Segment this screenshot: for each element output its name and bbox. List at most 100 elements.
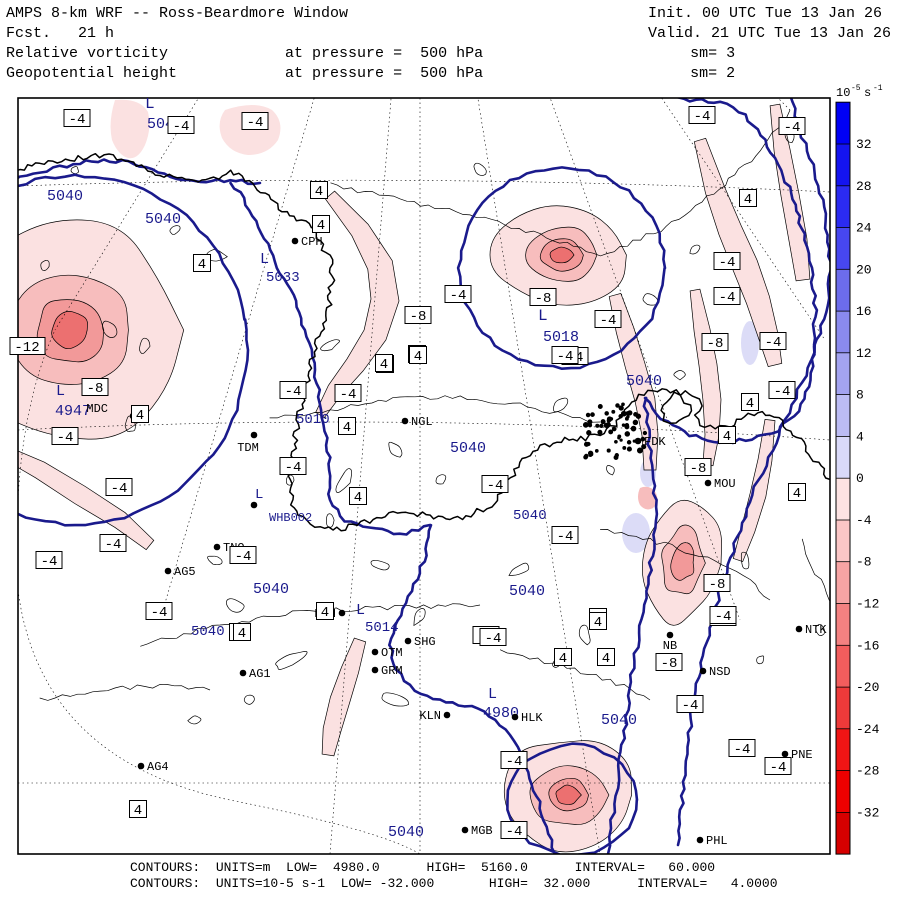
svg-text:5014: 5014 xyxy=(365,620,399,636)
svg-text:-4: -4 xyxy=(41,554,58,570)
svg-text:32: 32 xyxy=(856,137,872,152)
svg-text:4: 4 xyxy=(793,486,801,502)
svg-text:5040: 5040 xyxy=(145,211,181,228)
svg-text:-4: -4 xyxy=(682,698,699,714)
svg-text:-4: -4 xyxy=(557,529,574,545)
svg-text:5040: 5040 xyxy=(253,581,289,598)
svg-text:4: 4 xyxy=(744,192,752,208)
svg-text:NSD: NSD xyxy=(709,665,731,679)
svg-text:MGB: MGB xyxy=(471,824,493,838)
svg-text:L: L xyxy=(356,602,365,619)
svg-text:5018: 5018 xyxy=(543,329,579,346)
svg-text:-20: -20 xyxy=(856,680,879,695)
svg-text:-4: -4 xyxy=(450,288,467,304)
svg-text:WHB002: WHB002 xyxy=(269,511,312,525)
svg-text:-12: -12 xyxy=(856,597,879,612)
svg-text:-4: -4 xyxy=(765,335,782,351)
svg-text:4: 4 xyxy=(354,490,362,506)
svg-text:24: 24 xyxy=(856,221,872,236)
svg-text:-4: -4 xyxy=(557,349,574,365)
svg-text:-4: -4 xyxy=(715,609,732,625)
svg-text:L: L xyxy=(538,307,548,325)
svg-text:4: 4 xyxy=(321,605,329,621)
svg-text:4: 4 xyxy=(414,349,422,365)
svg-text:-4: -4 xyxy=(340,387,357,403)
svg-text:4: 4 xyxy=(238,626,246,642)
svg-text:4: 4 xyxy=(343,420,351,436)
svg-text:5010: 5010 xyxy=(296,412,330,428)
svg-text:-4: -4 xyxy=(247,115,264,131)
svg-text:5040: 5040 xyxy=(388,824,424,841)
svg-text:NGL: NGL xyxy=(411,415,433,429)
svg-text:-8: -8 xyxy=(87,381,104,397)
svg-text:HLK: HLK xyxy=(521,711,543,725)
svg-text:SHG: SHG xyxy=(414,635,436,649)
svg-text:-4: -4 xyxy=(506,824,523,840)
svg-text:4: 4 xyxy=(594,615,602,631)
svg-text:-4: -4 xyxy=(173,119,190,135)
svg-text:-8: -8 xyxy=(709,577,726,593)
svg-text:-4: -4 xyxy=(774,384,791,400)
svg-text:-5: -5 xyxy=(851,84,861,93)
svg-text:-4: -4 xyxy=(285,384,302,400)
svg-text:4: 4 xyxy=(602,651,610,667)
svg-text:4: 4 xyxy=(317,218,325,234)
svg-text:-4: -4 xyxy=(770,760,787,776)
svg-text:MOU: MOU xyxy=(714,477,736,491)
svg-text:AG4: AG4 xyxy=(147,760,169,774)
svg-text:4: 4 xyxy=(380,357,388,373)
svg-text:AG1: AG1 xyxy=(249,667,271,681)
svg-text:-4: -4 xyxy=(734,742,751,758)
svg-text:8: 8 xyxy=(856,388,864,403)
svg-text:-8: -8 xyxy=(707,336,724,352)
svg-text:5040: 5040 xyxy=(509,583,545,600)
svg-text:-32: -32 xyxy=(856,805,879,820)
svg-text:MDC: MDC xyxy=(86,402,108,416)
svg-text:-24: -24 xyxy=(856,722,880,737)
svg-text:TDM: TDM xyxy=(237,441,259,455)
svg-text:5040: 5040 xyxy=(626,373,662,390)
svg-text:-4: -4 xyxy=(719,255,736,271)
svg-text:-4: -4 xyxy=(694,109,711,125)
svg-text:PHL: PHL xyxy=(706,834,728,848)
svg-text:-8: -8 xyxy=(410,309,427,325)
svg-text:-12: -12 xyxy=(14,340,39,356)
svg-text:10: 10 xyxy=(836,86,850,100)
svg-text:-8: -8 xyxy=(535,291,552,307)
svg-text:0: 0 xyxy=(856,471,864,486)
svg-text:GRM: GRM xyxy=(381,664,403,678)
svg-text:5040: 5040 xyxy=(191,624,225,640)
svg-text:-4: -4 xyxy=(485,631,502,647)
svg-text:-8: -8 xyxy=(661,656,678,672)
svg-text:-4: -4 xyxy=(506,754,523,770)
svg-text:5040: 5040 xyxy=(450,440,486,457)
svg-text:-1: -1 xyxy=(873,84,883,93)
svg-text:28: 28 xyxy=(856,179,872,194)
svg-text:-4: -4 xyxy=(285,460,302,476)
svg-text:-4: -4 xyxy=(487,478,504,494)
svg-text:12: 12 xyxy=(856,346,872,361)
svg-text:-16: -16 xyxy=(856,638,879,653)
svg-text:L: L xyxy=(488,686,497,703)
svg-text:-4: -4 xyxy=(235,549,252,565)
svg-text:L: L xyxy=(56,383,65,400)
svg-text:CPH: CPH xyxy=(301,235,323,249)
svg-text:5040: 5040 xyxy=(47,188,83,205)
svg-text:PNE: PNE xyxy=(791,748,813,762)
svg-text:KLN: KLN xyxy=(419,709,441,723)
svg-text:4: 4 xyxy=(723,429,731,445)
svg-text:-8: -8 xyxy=(856,555,872,570)
svg-text:4: 4 xyxy=(559,651,567,667)
svg-text:4: 4 xyxy=(134,803,142,819)
svg-text:-28: -28 xyxy=(856,764,879,779)
svg-text:-4: -4 xyxy=(600,313,617,329)
svg-text:-4: -4 xyxy=(151,605,168,621)
svg-text:20: 20 xyxy=(856,262,872,277)
svg-text:-4: -4 xyxy=(784,120,801,136)
svg-text:-4: -4 xyxy=(111,481,128,497)
svg-text:16: 16 xyxy=(856,304,872,319)
svg-text:NB: NB xyxy=(663,639,677,653)
svg-text:-4: -4 xyxy=(856,513,872,528)
svg-text:SDM: SDM xyxy=(849,654,871,668)
svg-text:-4: -4 xyxy=(105,537,122,553)
